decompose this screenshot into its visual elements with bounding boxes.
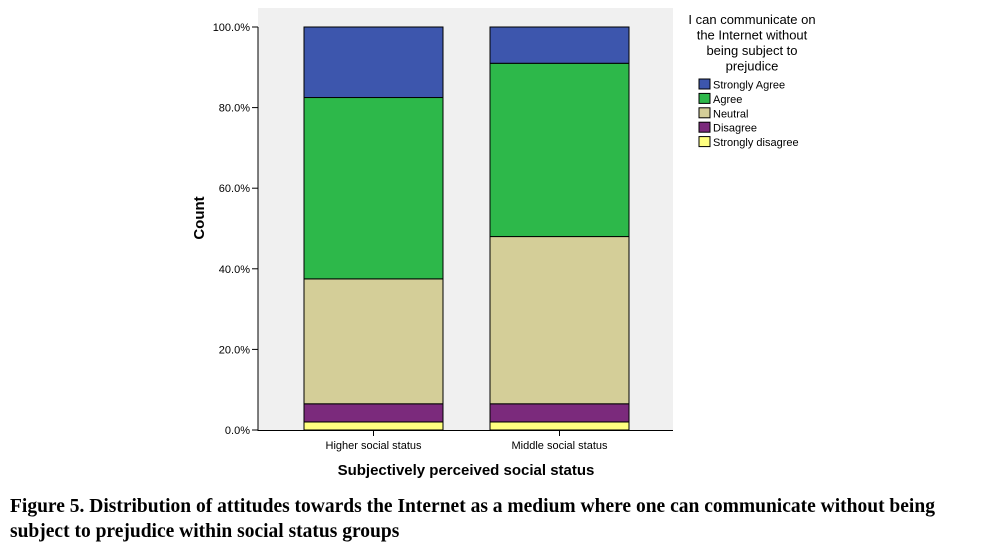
bar-segment bbox=[489, 236, 630, 405]
y-tick-label: 60.0% bbox=[219, 183, 250, 195]
legend-swatch bbox=[698, 136, 711, 148]
legend-swatch bbox=[698, 78, 711, 90]
legend-title-line: being subject to bbox=[706, 43, 797, 58]
y-tick-label: 40.0% bbox=[219, 264, 250, 276]
legend-title-line: prejudice bbox=[726, 59, 779, 74]
y-ticks-group: 0.0% 20.0% 40.0% 60.0% 80.0% 100.0% bbox=[213, 22, 258, 437]
y-axis-title: Count bbox=[191, 196, 208, 239]
legend-label: Strongly disagree bbox=[713, 137, 799, 149]
legend-swatch bbox=[698, 121, 711, 133]
legend-label: Strongly Agree bbox=[713, 80, 785, 92]
x-category-label: Higher social status bbox=[326, 440, 422, 452]
bar-segment bbox=[489, 62, 630, 238]
figure-caption: Figure 5. Distribution of attitudes towa… bbox=[10, 496, 935, 542]
y-tick-label: 100.0% bbox=[213, 22, 251, 34]
bar-segment bbox=[303, 97, 444, 280]
bar-segment bbox=[489, 26, 630, 64]
stacked-bar-chart: 0.0% 20.0% 40.0% 60.0% 80.0% 100.0% Higher so… bbox=[191, 8, 816, 479]
bar-segment bbox=[489, 421, 630, 431]
bar-segment bbox=[303, 278, 444, 405]
bar-segment bbox=[303, 26, 444, 99]
x-axis-title: Subjectively perceived social status bbox=[338, 462, 595, 479]
legend-label: Disagree bbox=[713, 123, 757, 135]
legend-swatch bbox=[698, 107, 711, 119]
legend-label: Agree bbox=[713, 94, 742, 106]
x-category-label: Middle social status bbox=[512, 440, 608, 452]
y-tick-label: 20.0% bbox=[219, 344, 250, 356]
legend-label: Neutral bbox=[713, 108, 748, 120]
legend-title-line: the Internet without bbox=[697, 28, 808, 43]
bar-segment bbox=[303, 421, 444, 431]
bar-segment bbox=[303, 403, 444, 423]
y-tick-label: 80.0% bbox=[219, 103, 250, 115]
bars-group bbox=[303, 26, 630, 431]
y-tick-label: 0.0% bbox=[225, 425, 250, 437]
legend-title-line: I can communicate on bbox=[688, 12, 815, 27]
bar-segment bbox=[489, 403, 630, 423]
x-categories-group: Higher social status Middle social status bbox=[326, 430, 608, 452]
legend-swatch bbox=[698, 92, 711, 104]
